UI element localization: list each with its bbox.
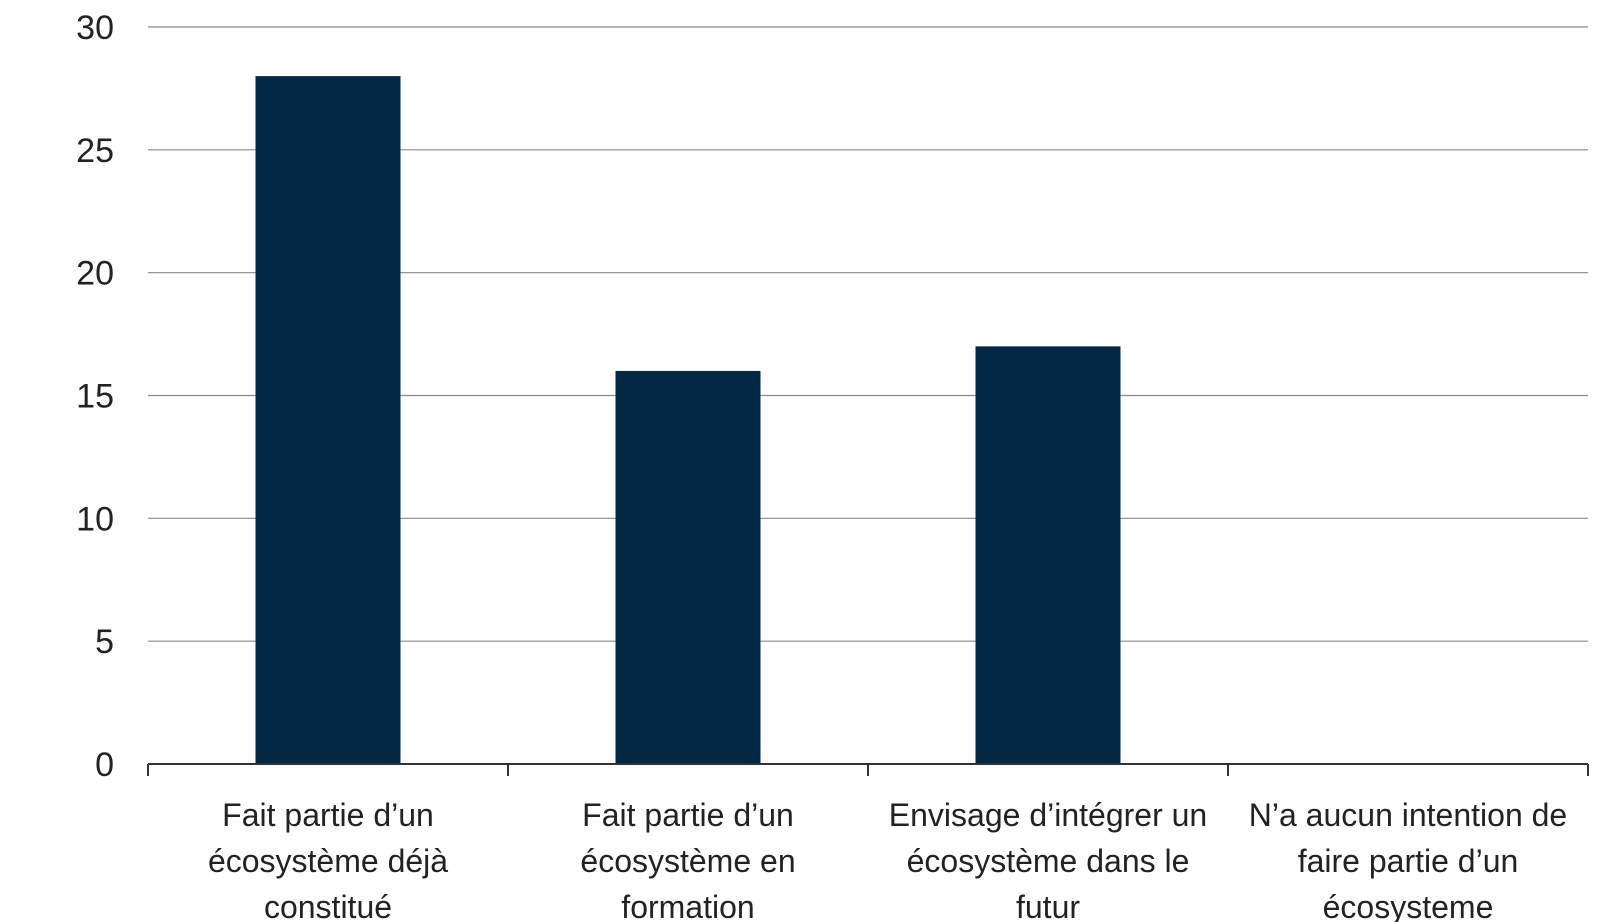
x-tick-label-line: Envisage d’intégrer un (889, 797, 1207, 833)
x-tick-label-line: écosystème dans le (907, 843, 1190, 879)
y-tick-label: 20 (76, 255, 114, 293)
y-axis-tick-labels: 0 5 10 15 20 25 30 (76, 9, 114, 784)
x-tick-label-line: Fait partie d’un (582, 797, 794, 833)
y-tick-label: 0 (95, 746, 114, 784)
x-axis-tick-labels: Fait partie d’un écosystème déjà constitué… (208, 797, 1567, 922)
x-tick-label: Fait partie d’un écosystème déjà constitué (208, 797, 448, 922)
x-tick-label: Envisage d’intégrer un écosystème dans le… (889, 797, 1207, 922)
y-tick-label: 15 (76, 378, 114, 416)
bar-1 (255, 76, 401, 765)
x-tick-label-line: Fait partie d’un (222, 797, 434, 833)
x-tick-label-line: constitué (264, 889, 392, 922)
x-tick-label-line: écosystème en (580, 843, 795, 879)
x-axis (147, 763, 1589, 776)
bars (255, 76, 1121, 765)
bar-2 (615, 370, 761, 764)
x-tick-label-line: N’a aucun intention de (1249, 797, 1567, 833)
x-tick-label: Fait partie d’un écosystème en formation (580, 797, 795, 922)
y-tick-label: 25 (76, 132, 114, 170)
y-tick-label: 10 (76, 500, 114, 538)
x-tick-label-line: écosystème déjà (208, 843, 448, 879)
x-tick-label-line: formation (621, 889, 754, 922)
x-tick-label: N’a aucun intention de faire partie d’un é… (1249, 797, 1567, 922)
y-tick-label: 5 (95, 623, 114, 661)
x-tick-label-line: faire partie d’un (1298, 843, 1519, 879)
y-tick-label: 30 (76, 9, 114, 47)
x-tick-label-line: écosysteme (1323, 889, 1494, 922)
x-tick-label-line: futur (1016, 889, 1080, 922)
bar-3 (975, 346, 1121, 764)
